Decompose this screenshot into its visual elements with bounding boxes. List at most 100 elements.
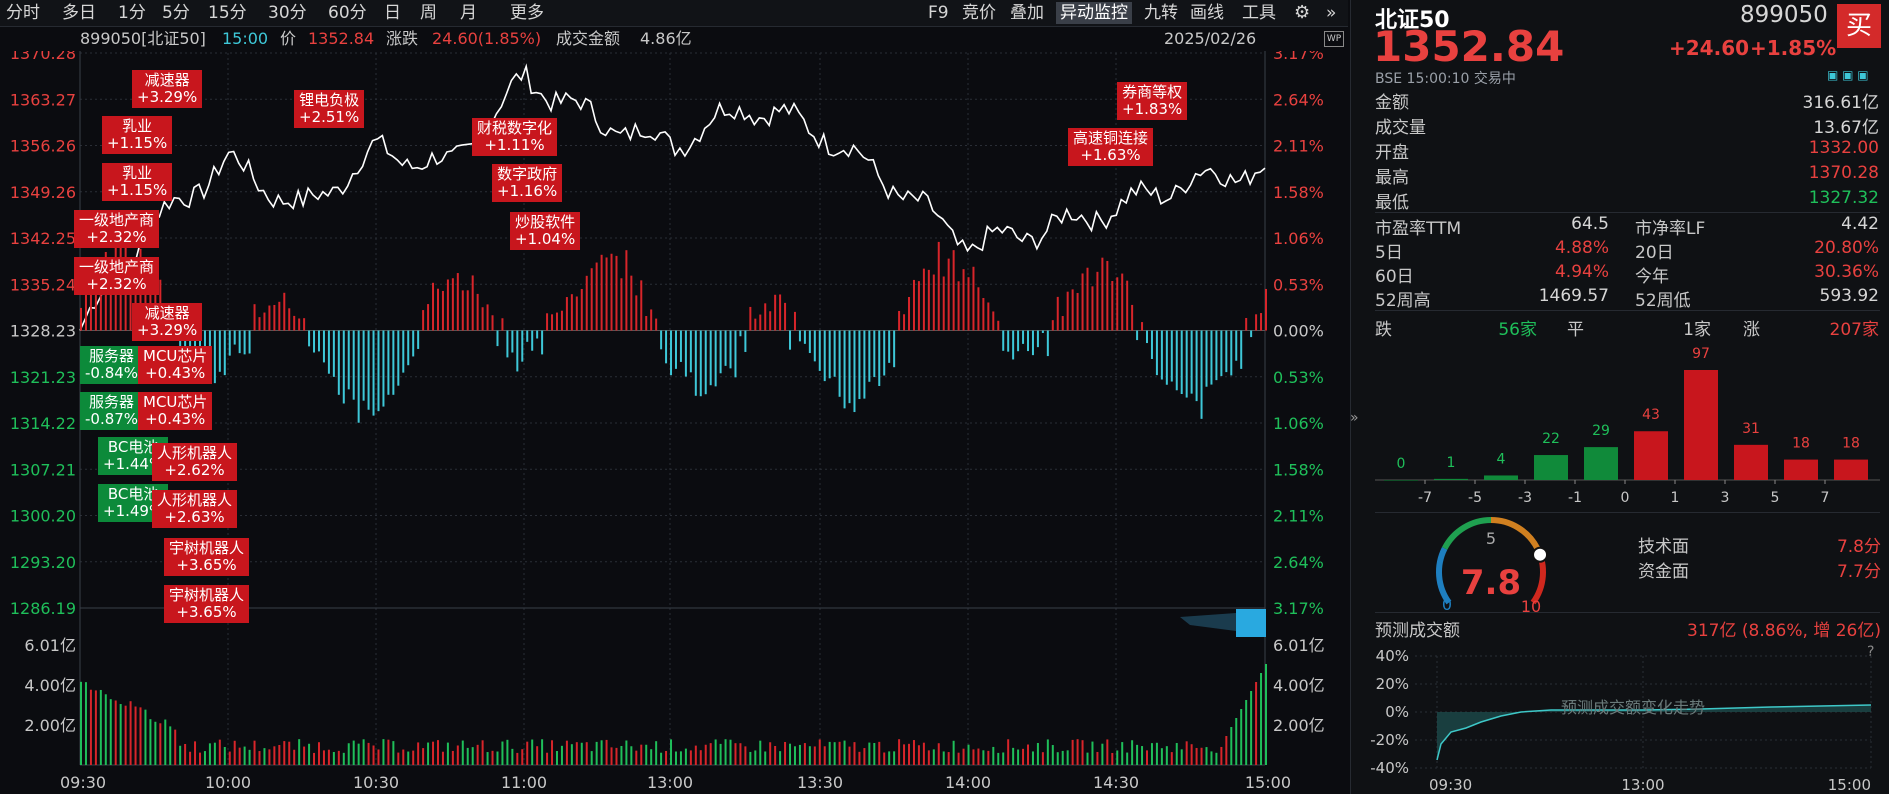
annotation-pct: +0.43% xyxy=(145,364,206,382)
toolbar-tab-3[interactable]: 异动监控 xyxy=(1056,2,1132,24)
period-tab-8[interactable]: 周 xyxy=(420,3,437,23)
period-tab-10[interactable]: 更多 xyxy=(510,3,544,23)
outflow-bar xyxy=(1031,330,1034,356)
toolbar-tab-2[interactable]: 叠加 xyxy=(1010,3,1044,23)
annotation-pct: +3.65% xyxy=(176,603,237,621)
annotation-pct: +1.15% xyxy=(107,134,168,152)
volume-bar xyxy=(1036,742,1039,765)
period-tab-1[interactable]: 多日 xyxy=(62,3,96,23)
inflow-bar xyxy=(84,291,87,331)
gauge-knob-icon xyxy=(1532,546,1549,563)
toolbar-tab-0[interactable]: F9 xyxy=(928,3,949,23)
settings-gear-icon[interactable]: ⚙ xyxy=(1294,2,1311,23)
volume-bar xyxy=(962,748,965,765)
quote-row-value: 13.67亿 xyxy=(1813,118,1879,138)
inflow-bar xyxy=(1121,273,1124,331)
annotation-tag[interactable]: MCU芯片 +0.43% xyxy=(138,392,213,430)
annotation-tag[interactable]: 乳业 +1.15% xyxy=(102,163,173,201)
annotation-tag[interactable]: 服务器 -0.87% xyxy=(80,392,144,430)
annotation-tag[interactable]: 宇树机器人 +3.65% xyxy=(164,585,250,623)
volume-bar xyxy=(248,749,251,765)
period-tab-2[interactable]: 1分 xyxy=(118,3,146,23)
quote-panel: 北证50 899050 1352.84 +24.60 +1.85% BSE 15… xyxy=(1350,0,1889,794)
scroll-indicator-icon[interactable] xyxy=(1236,609,1266,637)
volume-bar xyxy=(134,706,137,765)
volume-bar xyxy=(80,681,82,765)
annotation-tag[interactable]: 减速器 +3.29% xyxy=(132,70,203,108)
inflow-bar xyxy=(293,315,296,331)
toolbar-tab-4[interactable]: 九转 xyxy=(1144,3,1178,23)
annotation-tag[interactable]: 炒股软件 +1.04% xyxy=(510,212,581,250)
annotation-tag[interactable]: 人形机器人 +2.63% xyxy=(152,490,238,528)
inflow-bar xyxy=(932,274,935,331)
buy-button[interactable]: 买 xyxy=(1837,4,1881,48)
period-tab-3[interactable]: 5分 xyxy=(162,3,190,23)
quote-row-value: 1327.32 xyxy=(1808,188,1879,208)
inflow-bar xyxy=(784,302,787,331)
volume-bar xyxy=(625,740,628,765)
price-tick-left: 1356.26 xyxy=(10,137,76,156)
dist-tick: 5 xyxy=(1771,490,1780,506)
collapse-arrow-icon[interactable]: » xyxy=(1350,410,1359,426)
outflow-bar xyxy=(729,330,732,369)
annotation-name: 减速器 xyxy=(144,304,190,322)
volume-bar xyxy=(759,740,762,765)
double-chevron-icon[interactable]: » xyxy=(1326,3,1337,23)
period-tab-6[interactable]: 60分 xyxy=(328,3,367,23)
outflow-bar xyxy=(377,330,380,412)
outflow-bar xyxy=(789,330,792,350)
outflow-bar xyxy=(709,330,712,386)
period-tab-9[interactable]: 月 xyxy=(460,3,477,23)
annotation-tag[interactable]: 减速器 +3.29% xyxy=(132,303,203,341)
annotation-name: 财税数字化 xyxy=(477,119,553,137)
outflow-bar xyxy=(233,330,236,345)
period-tab-5[interactable]: 30分 xyxy=(268,3,307,23)
inflow-bar xyxy=(1086,267,1089,331)
volume-bar xyxy=(997,752,1000,765)
annotation-tag[interactable]: 数字政府 +1.16% xyxy=(492,164,563,202)
period-tab-4[interactable]: 15分 xyxy=(208,3,247,23)
help-icon[interactable]: ? xyxy=(1867,644,1875,660)
annotation-tag[interactable]: 乳业 +1.15% xyxy=(102,116,173,154)
annotation-pct: +2.32% xyxy=(86,228,147,246)
stat-value: 64.5 xyxy=(1571,214,1609,234)
annotation-tag[interactable]: MCU芯片 +0.43% xyxy=(138,346,213,384)
annotation-tag[interactable]: 锂电负极 +2.51% xyxy=(294,90,365,128)
volume-bar xyxy=(1041,752,1044,765)
toolbar-tab-1[interactable]: 竞价 xyxy=(962,3,996,23)
volume-bar xyxy=(674,751,677,765)
quote-row-value: 316.61亿 xyxy=(1802,93,1879,113)
period-tab-7[interactable]: 日 xyxy=(384,3,401,23)
forecast-xtick: 15:00 xyxy=(1828,776,1871,794)
annotation-tag[interactable]: 高速铜连接 +1.63% xyxy=(1068,128,1154,166)
pct-tick-right: 2.11% xyxy=(1273,137,1324,156)
panel-tool-icons[interactable]: ▣ ▣ ▣ xyxy=(1827,68,1869,82)
stat-label: 52周高 xyxy=(1375,291,1431,311)
stat-label: 市盈率TTM xyxy=(1375,219,1462,239)
annotation-tag[interactable]: 人形机器人 +2.62% xyxy=(152,443,238,481)
volume-bar xyxy=(1126,752,1129,765)
annotation-tag[interactable]: 一级地产商 +2.32% xyxy=(74,210,160,248)
annotation-tag[interactable]: 一级地产商 +2.32% xyxy=(74,257,160,295)
toolbar-tab-5[interactable]: 画线 xyxy=(1190,3,1224,23)
volume-bar xyxy=(838,741,841,765)
volume-bar xyxy=(164,719,167,765)
volume-bar xyxy=(927,750,930,765)
outflow-bar xyxy=(397,330,400,386)
annotation-tag[interactable]: 宇树机器人 +3.65% xyxy=(164,538,250,576)
volume-bar xyxy=(486,752,489,765)
forecast-ytick: 0% xyxy=(1385,703,1409,721)
volume-bar xyxy=(213,742,216,765)
period-tab-0[interactable]: 分时 xyxy=(6,3,40,23)
fund-label: 资金面 xyxy=(1638,562,1689,582)
volume-bar xyxy=(1190,744,1193,765)
annotation-tag[interactable]: 服务器 -0.84% xyxy=(80,346,144,384)
toolbar-tab-6[interactable]: 工具 xyxy=(1242,3,1276,23)
weixin-icon[interactable]: WP xyxy=(1324,31,1344,47)
annotation-tag[interactable]: 券商等权 +1.83% xyxy=(1117,82,1188,120)
annotation-tag[interactable]: 财税数字化 +1.11% xyxy=(472,118,558,156)
inflow-bar xyxy=(967,277,970,331)
outflow-bar xyxy=(1250,330,1253,338)
volume-bar xyxy=(1071,739,1074,765)
last-price: 1352.84 xyxy=(1373,22,1565,71)
